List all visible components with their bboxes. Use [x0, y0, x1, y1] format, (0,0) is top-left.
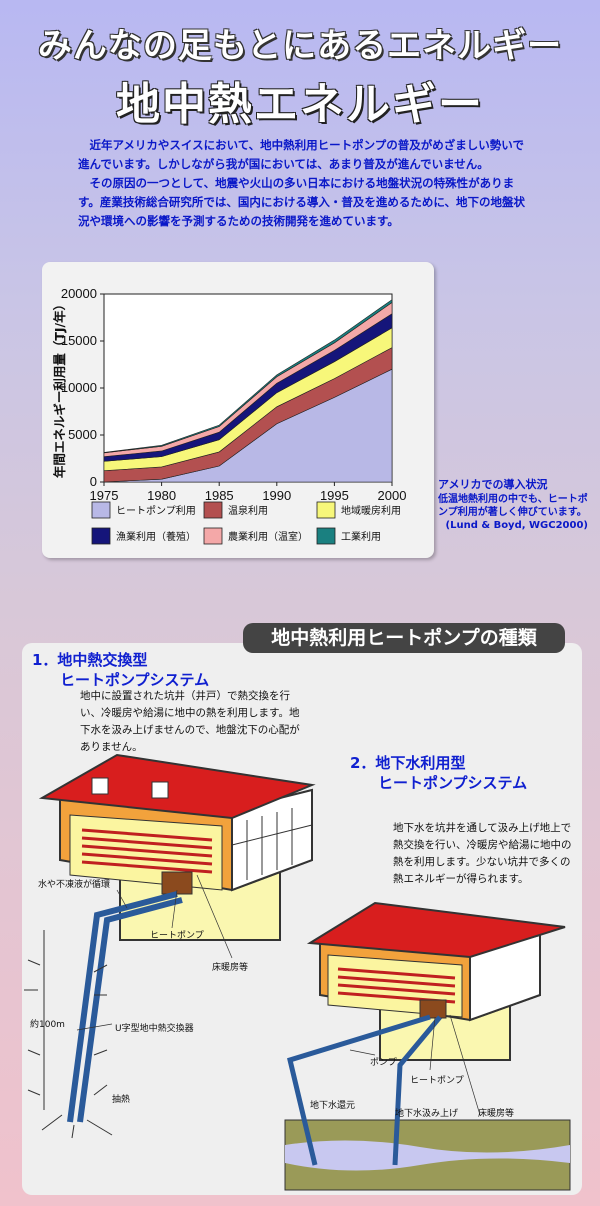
legend-swatch-2 [203, 501, 223, 519]
x-tick-label: 1975 [90, 488, 119, 503]
intro-paragraph-2: その原因の一つとして、地震や火山の多い日本における地盤状況の特殊性があります。産… [78, 176, 526, 228]
label-heat-pump-1: ヒートポンプ [150, 931, 204, 941]
groundwater-diagram [284, 901, 571, 1191]
legend-swatch-4 [91, 527, 111, 545]
label-pump: ポンプ [370, 1058, 397, 1068]
page-subtitle: みんなの足もとにあるエネルギー [37, 26, 563, 66]
legend-label-6: 工業利用 [341, 530, 381, 543]
legend-swatch-1 [91, 501, 111, 519]
chart-note-body: 低温地熱利用の中でも、ヒートポンプ利用が著しく伸びています。 [438, 494, 588, 518]
heat-arrows [24, 959, 113, 1139]
house2-roof [306, 901, 566, 959]
types-title: 地中熱利用ヒートポンプの種類 [243, 623, 565, 653]
label-floor-heating-2: 床暖房等 [478, 1109, 515, 1119]
house1-attic-window-1 [91, 777, 109, 795]
type2-heading-1: 2．地下水利用型 [350, 754, 466, 772]
y-axis-label: 年間エネルギー利用量（TJ/年） [52, 298, 67, 478]
x-tick-label: 1990 [262, 488, 291, 503]
type1-heading-2: ヒートポンプシステム [60, 671, 210, 689]
label-u-tube: U字型地中熱交換器 [115, 1024, 194, 1034]
type1-description: 地中に設置された坑井（井戸）で熱交換を行い、冷暖房や給湯に地中の熱を利用します。… [80, 690, 300, 753]
pumping-pipe [392, 1015, 442, 1166]
intro-text: 近年アメリカやスイスにおいて、地中熱利用ヒートポンプの普及がめざましい勢いで進ん… [78, 136, 533, 231]
u-tube-pipe [67, 891, 183, 1123]
type1-heading-1: 1．地中熱交換型 [32, 651, 148, 669]
type2-heading-2: ヒートポンプシステム [378, 774, 528, 792]
chart-note: アメリカでの導入状況 低温地熱利用の中でも、ヒートポンプ利用が著しく伸びています… [438, 478, 588, 532]
type2-description: 地下水を坑井を通して汲み上げ地上で熱交換を行い、冷暖房や給湯に地中の熱を利用しま… [393, 822, 572, 885]
y-tick-label: 10000 [61, 380, 97, 395]
ground-exchange-diagram [24, 753, 316, 1139]
return-pipe [287, 1014, 431, 1166]
label-heat-pump-2: ヒートポンプ [410, 1076, 464, 1086]
y-tick-label: 0 [90, 474, 97, 489]
legend-label-4: 漁業利用（養殖） [116, 530, 196, 543]
label-floor-heating-1: 床暖房等 [212, 963, 249, 973]
intro-paragraph-1: 近年アメリカやスイスにおいて、地中熱利用ヒートポンプの普及がめざましい勢いで進ん… [78, 138, 524, 171]
x-tick-label: 2000 [378, 488, 407, 503]
legend-label-1: ヒートポンプ利用 [116, 505, 196, 517]
legend-swatch-3 [316, 501, 336, 519]
house2-floor-heating [337, 967, 456, 1004]
leader-lines-2 [349, 1014, 481, 1116]
label-depth: 約100m [30, 1020, 65, 1030]
area-series-6 [103, 299, 393, 454]
legend-label-5: 農業利用（温室） [228, 530, 308, 543]
x-tick-label: 1995 [320, 488, 349, 503]
label-fluid: 水や不凍液が循環 [38, 880, 111, 890]
legend-swatch-5 [203, 527, 223, 545]
x-tick-label: 1985 [205, 488, 234, 503]
aquifer [285, 1140, 570, 1171]
chart-panel: 0 5000 10000 15000 20000 1975 1980 1985 1990 1995… [42, 262, 434, 558]
house1-attic-window-2 [151, 781, 169, 799]
y-tick-label: 5000 [68, 427, 97, 442]
label-pump-up: 地下水汲み上げ [395, 1109, 459, 1119]
house2-heat-pump [419, 999, 447, 1019]
legend-label-2: 温泉利用 [228, 504, 268, 517]
energy-chart: 0 5000 10000 15000 20000 1975 1980 1985 1990 1995… [52, 286, 407, 545]
page-title: 地中熱エネルギー [116, 79, 484, 130]
house1-floor-heating [81, 828, 213, 874]
house1-roof [38, 753, 316, 820]
label-extract: 抽熱 [112, 1095, 131, 1105]
chart-note-source: (Lund & Boyd, WGC2000) [445, 520, 588, 531]
house1-window-grid [231, 808, 313, 880]
leader-lines-1 [76, 874, 233, 1031]
x-tick-label: 1980 [147, 488, 176, 503]
legend-label-3: 地域暖房利用 [341, 504, 401, 517]
y-tick-label: 20000 [61, 286, 97, 301]
y-tick-label: 15000 [61, 333, 97, 348]
legend-swatch-6 [316, 527, 336, 545]
label-return-well: 地下水還元 [310, 1101, 356, 1111]
chart-note-title: アメリカでの導入状況 [438, 478, 548, 491]
